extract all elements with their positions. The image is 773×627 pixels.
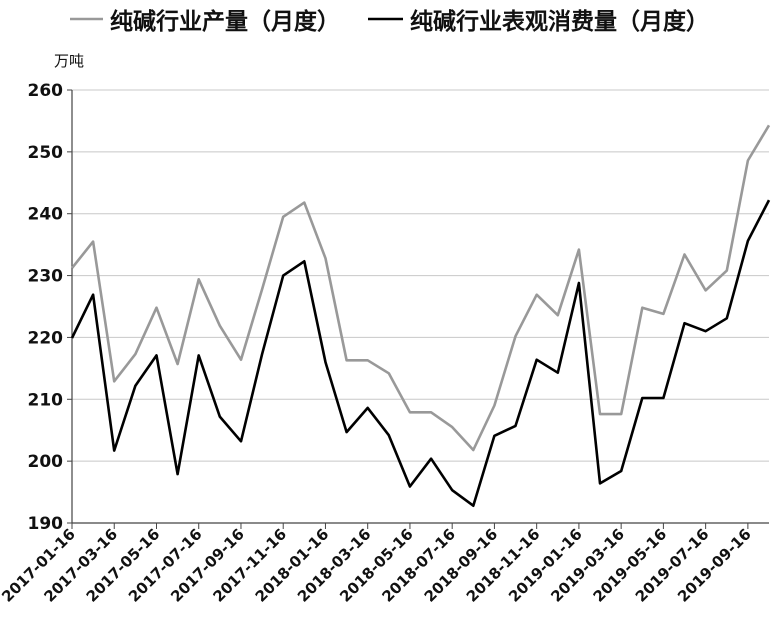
legend-label-production: 纯碱行业产量（月度） (110, 8, 340, 35)
y-tick-label: 250 (28, 143, 64, 163)
legend: 纯碱行业产量（月度） 纯碱行业表观消费量（月度） (70, 8, 709, 35)
series-line-production (70, 124, 771, 452)
y-tick-label: 230 (28, 267, 64, 287)
y-tick-label: 260 (28, 81, 64, 101)
y-tick-label: 240 (28, 205, 64, 225)
x-tick-label: 2019-09-16 (674, 525, 755, 606)
axes (67, 89, 769, 529)
y-tick-label: 220 (28, 328, 64, 348)
y-tick-label: 190 (28, 514, 64, 534)
y-tick-labels: 190 200 210 220 230 240 250 260 (28, 81, 64, 534)
y-tick-label: 200 (28, 452, 64, 472)
series (70, 124, 771, 508)
x-tick-labels: 2017-01-162017-03-162017-05-162017-07-16… (0, 525, 755, 606)
gridlines (72, 89, 769, 462)
legend-label-consumption: 纯碱行业表观消费量（月度） (410, 8, 709, 35)
y-tick-label: 210 (28, 390, 64, 410)
series-line-consumption (70, 199, 771, 508)
y-axis-unit: 万吨 (54, 52, 84, 70)
